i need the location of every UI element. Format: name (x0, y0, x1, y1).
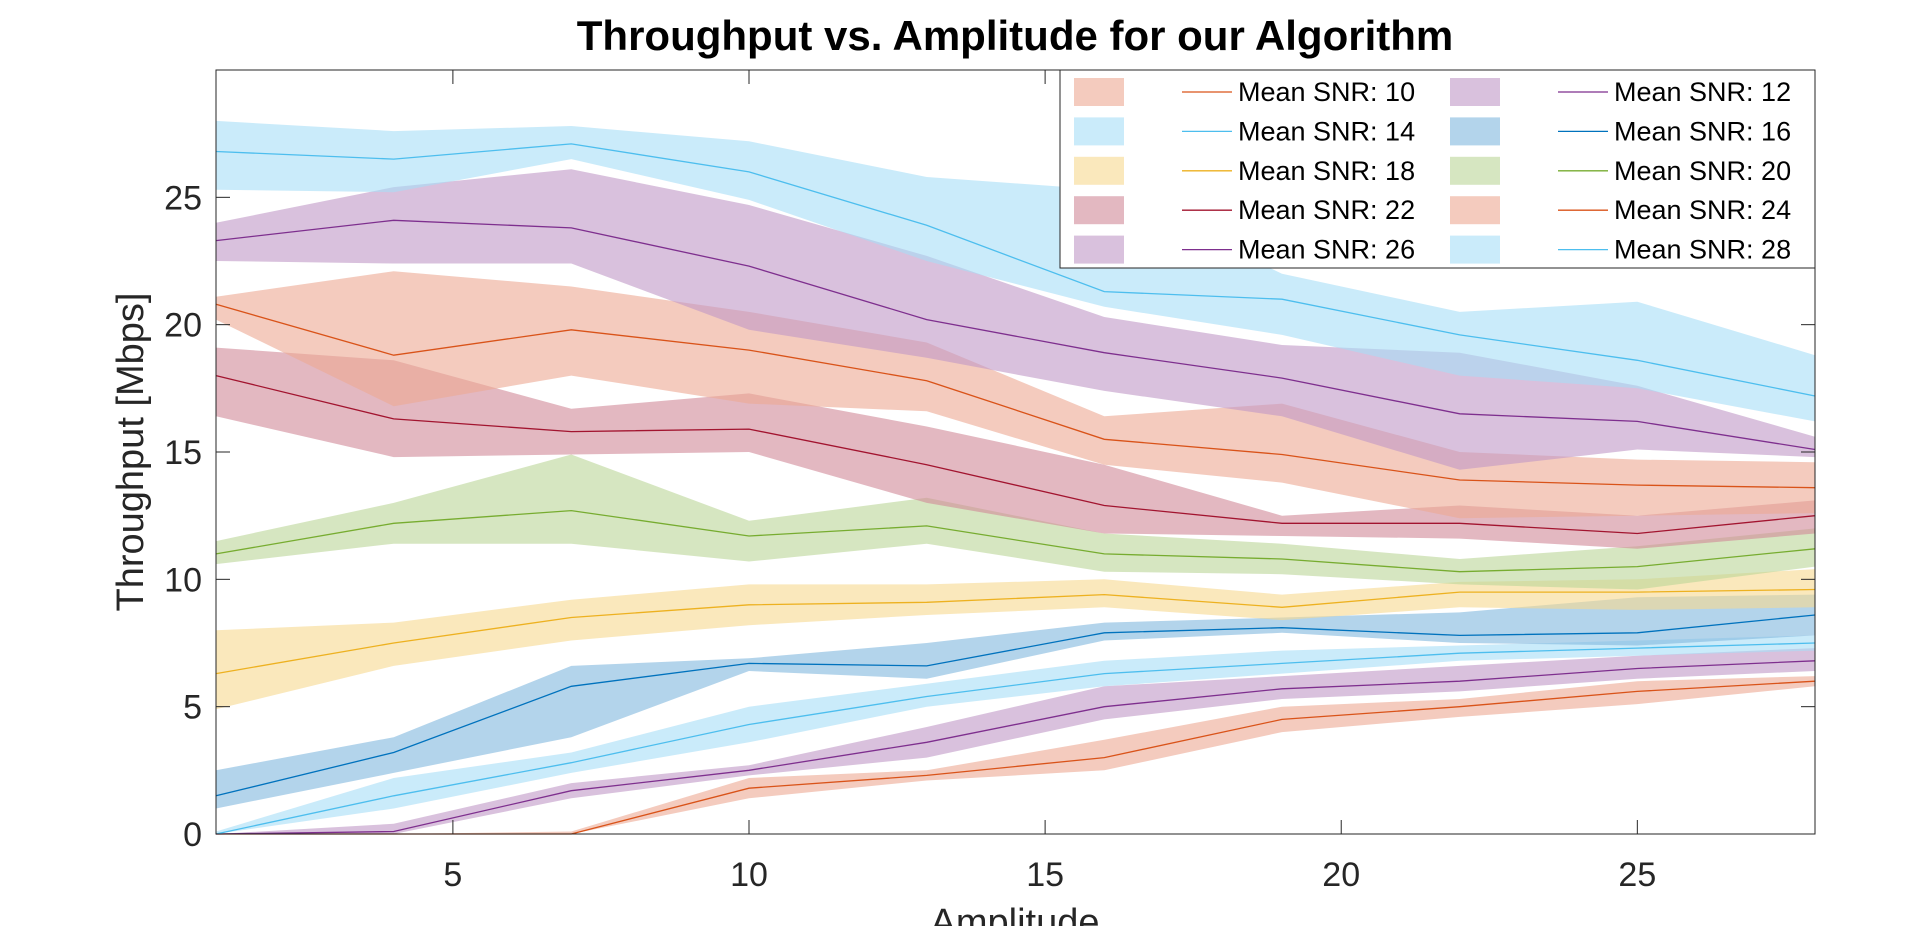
legend-label-mean-snr-26: Mean SNR: 26 (1238, 235, 1415, 265)
line-mean-snr-18 (215, 588, 1816, 675)
legend-swatch-band-mean-snr-10 (1074, 78, 1124, 106)
legend-label-mean-snr-22: Mean SNR: 22 (1238, 195, 1415, 225)
y-tick-label: 20 (164, 307, 202, 345)
line-mean-snr-20 (215, 509, 1816, 573)
legend-swatch-band-mean-snr-16 (1450, 117, 1500, 146)
legend-label-mean-snr-28: Mean SNR: 28 (1614, 235, 1791, 265)
band-mean-snr-26 (216, 169, 1815, 470)
x-tick-label: 15 (1026, 856, 1064, 894)
band-mean-snr-18 (216, 569, 1815, 710)
band-mean-snr-16 (216, 594, 1815, 809)
band-mean-snr-12 (216, 648, 1815, 834)
line-mean-snr-24 (215, 303, 1816, 489)
legend-label-mean-snr-18: Mean SNR: 18 (1238, 156, 1415, 186)
x-axis-label: Amplitude (931, 902, 1100, 926)
line-mean-snr-26 (215, 219, 1816, 451)
legend-swatch-band-mean-snr-26 (1074, 235, 1124, 264)
line-mean-snr-28 (215, 143, 1816, 397)
x-tick-label: 10 (730, 856, 768, 894)
line-mean-snr-22 (215, 374, 1816, 535)
legend-swatch-band-mean-snr-20 (1450, 156, 1500, 185)
axis-ticks: 5 10 15 20 25 0 5 10 15 20 25 (164, 70, 1815, 894)
band-mean-snr-22 (216, 347, 1815, 549)
legend-label-mean-snr-14: Mean SNR: 14 (1238, 116, 1415, 146)
band-mean-snr-28 (216, 120, 1815, 422)
legend-swatch-band-mean-snr-24 (1450, 196, 1500, 225)
y-tick-label: 5 (183, 689, 202, 727)
line-mean-snr-16 (215, 614, 1816, 797)
legend-label-mean-snr-16: Mean SNR: 16 (1614, 116, 1791, 146)
legend-label-mean-snr-20: Mean SNR: 20 (1614, 156, 1791, 186)
line-layer (215, 143, 1816, 835)
line-mean-snr-12 (215, 660, 1816, 835)
x-tick-label: 25 (1618, 856, 1656, 894)
legend-swatch-band-mean-snr-22 (1074, 196, 1124, 225)
band-mean-snr-24 (216, 271, 1815, 519)
x-tick-label: 20 (1322, 856, 1360, 894)
line-mean-snr-14 (215, 642, 1816, 835)
band-mean-snr-10 (216, 676, 1815, 834)
y-axis-label: Throughput [Mbps] (110, 293, 152, 612)
band-layer (216, 120, 1815, 834)
legend-box (1059, 69, 1816, 269)
legend-label-mean-snr-10: Mean SNR: 10 (1238, 77, 1415, 107)
legend-swatch-band-mean-snr-14 (1074, 117, 1124, 146)
legend: Mean SNR: 10 Mean SNR: 12 Mean SNR: 14 Mean… (1059, 69, 1816, 269)
legend-label-mean-snr-12: Mean SNR: 12 (1614, 77, 1791, 107)
legend-swatch-band-mean-snr-18 (1074, 156, 1124, 185)
y-tick-label: 10 (164, 561, 202, 599)
band-mean-snr-14 (216, 635, 1815, 834)
legend-swatch-band-mean-snr-12 (1450, 78, 1500, 106)
y-tick-label: 0 (183, 816, 202, 854)
legend-label-mean-snr-24: Mean SNR: 24 (1614, 195, 1791, 225)
band-mean-snr-20 (216, 454, 1815, 590)
chart-title: Throughput vs. Amplitude for our Algorit… (577, 12, 1453, 59)
y-tick-label: 25 (164, 179, 202, 217)
legend-swatch-band-mean-snr-28 (1450, 235, 1500, 264)
y-tick-label: 15 (164, 434, 202, 472)
x-tick-label: 5 (443, 856, 462, 894)
